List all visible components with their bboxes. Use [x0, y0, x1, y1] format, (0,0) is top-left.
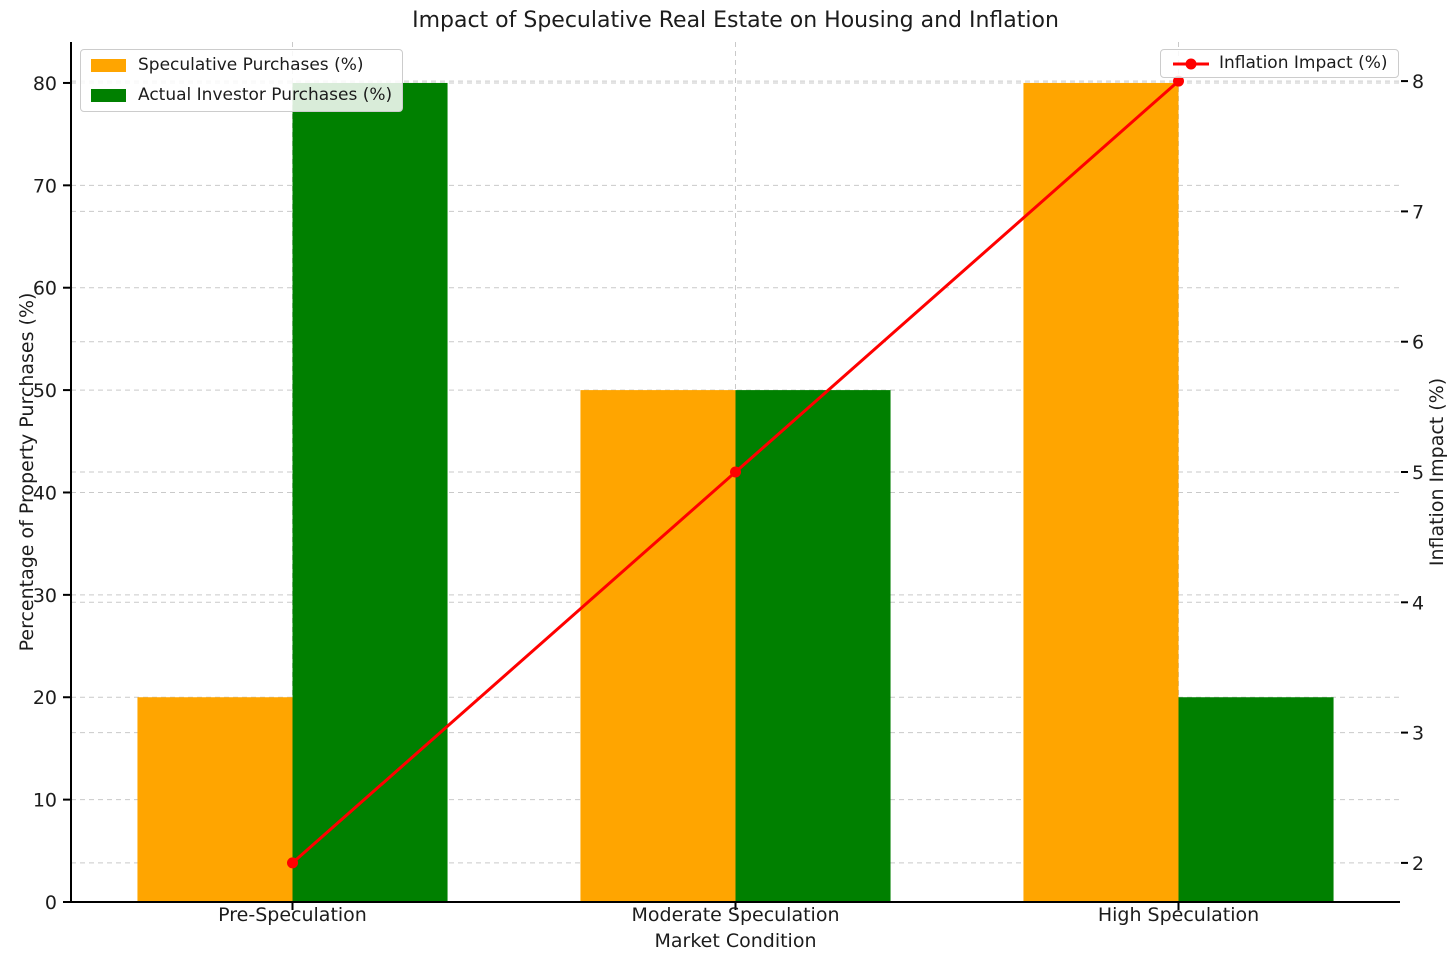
line-point [730, 466, 741, 478]
legend-label-actual: Actual Investor Purchases (%) [138, 85, 393, 105]
legend-label-inflation: Inflation Impact (%) [1219, 53, 1388, 73]
right-tick-label: 6 [1412, 332, 1424, 354]
bar-segment [580, 390, 736, 902]
right-tick-label: 4 [1412, 592, 1424, 614]
left-tick-label: 50 [33, 380, 57, 402]
legend-label-speculative: Speculative Purchases (%) [138, 55, 364, 75]
bar-segment [292, 82, 448, 902]
line-point [287, 857, 298, 869]
legend-item-actual: Actual Investor Purchases (%) [91, 85, 392, 106]
right-tick-label: 2 [1412, 853, 1424, 875]
right-tick-label: 8 [1412, 71, 1424, 93]
left-tick-label: 80 [33, 73, 57, 95]
bar-segment [1178, 697, 1334, 902]
bar-segment [735, 390, 891, 902]
actual-swatch-icon [91, 89, 126, 102]
left-tick-label: 40 [33, 482, 57, 504]
speculative-swatch-icon [91, 59, 126, 72]
legend-item-speculative: Speculative Purchases (%) [91, 55, 392, 76]
x-tick-label: Pre-Speculation [218, 904, 367, 926]
left-tick-label: 0 [45, 892, 57, 914]
right-tick-label: 7 [1412, 201, 1424, 223]
legend-bars: Speculative Purchases (%) Actual Investo… [80, 49, 404, 112]
legend-line: Inflation Impact (%) [1160, 49, 1399, 78]
line-point [1173, 75, 1184, 87]
x-tick-label: Moderate Speculation [631, 904, 839, 926]
chart-title: Impact of Speculative Real Estate on Hou… [412, 8, 1059, 33]
left-tick-label: 10 [33, 790, 57, 812]
left-tick-label: 60 [33, 278, 57, 300]
legend-item-inflation: Inflation Impact (%) [1171, 53, 1388, 74]
left-tick-label: 70 [33, 175, 57, 197]
x-axis-label: Market Condition [654, 930, 817, 952]
left-axis-label: Percentage of Property Purchases (%) [16, 292, 38, 652]
right-tick-label: 3 [1412, 723, 1424, 745]
bar-segment [137, 697, 293, 902]
bar-segment [1023, 82, 1179, 902]
left-tick-label: 30 [33, 585, 57, 607]
left-tick-label: 20 [33, 687, 57, 709]
right-tick-label: 5 [1412, 462, 1424, 484]
x-tick-label: High Speculation [1098, 904, 1259, 926]
line-marker-sample-icon [1173, 58, 1209, 69]
right-axis-label: Inflation Impact (%) [1426, 377, 1448, 567]
